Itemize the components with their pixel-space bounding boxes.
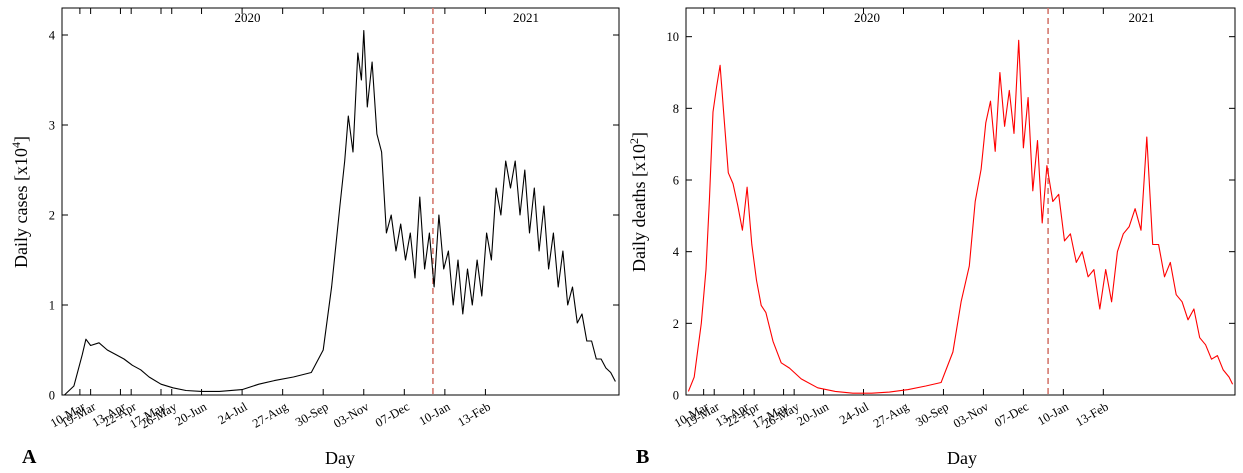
x-tick-label: 27-Aug (250, 399, 291, 431)
y-axis-title-b: Daily deaths [x102] (627, 132, 649, 272)
x-axis-title-b: Day (947, 448, 977, 468)
year-label-2020-b: 2020 (854, 10, 880, 25)
y-tick-label: 4 (49, 29, 56, 43)
x-tick-label: 03-Nov (951, 399, 992, 431)
x-tick-label: 30-Sep (293, 399, 331, 429)
y-tick-label: 0 (49, 389, 55, 403)
y-tick-label: 6 (673, 174, 679, 188)
year-label-2021-a: 2021 (513, 10, 539, 25)
x-tick-label: 20-Jun (795, 399, 832, 429)
year-label-2020-a: 2020 (234, 10, 260, 25)
plot-frame-a (61, 7, 620, 396)
y-tick-label: 10 (667, 30, 680, 44)
x-axis-title-a: Day (325, 448, 355, 468)
x-tick-label: 27-Aug (871, 399, 912, 431)
y-tick-label: 4 (673, 245, 680, 259)
x-tick-label: 20-Jun (173, 399, 210, 429)
y-tick-label: 2 (49, 209, 55, 223)
x-tick-label: 07-Dec (373, 399, 412, 430)
series-line-daily-cases (64, 29, 616, 396)
series-line-daily-deaths (687, 39, 1234, 394)
panel-letter-b: B (636, 446, 649, 468)
x-tick-label: 03-Nov (331, 399, 372, 431)
x-tick-label: 13-Feb (1073, 399, 1111, 429)
x-tick-label: 07-Dec (992, 399, 1031, 430)
x-tick-label: 24-Jul (837, 399, 872, 427)
x-tick-label: 10-Jan (1035, 399, 1072, 428)
y-tick-label: 3 (49, 119, 55, 133)
y-tick-label: 0 (673, 389, 679, 403)
y-tick-label: 1 (49, 299, 55, 313)
x-tick-label: 24-Jul (216, 399, 251, 427)
y-tick-label: 8 (673, 102, 679, 116)
x-tick-label: 30-Sep (913, 399, 951, 429)
year-label-2021-b: 2021 (1129, 10, 1155, 25)
panel-letter-a: A (22, 446, 37, 468)
x-tick-label: 10-Jan (416, 399, 453, 428)
y-tick-label: 2 (673, 317, 679, 331)
y-axis-title-a: Daily cases [x104] (9, 136, 31, 268)
plot-frame-b (685, 7, 1236, 396)
x-tick-label: 13-Feb (455, 399, 493, 429)
